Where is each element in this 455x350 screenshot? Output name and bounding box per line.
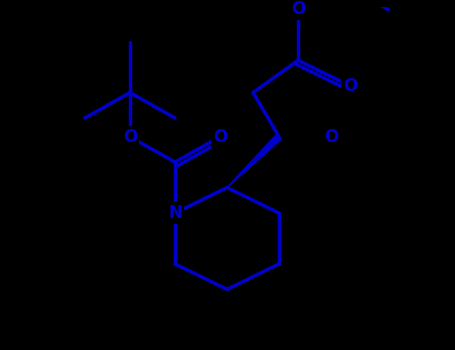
Text: O: O	[291, 0, 305, 19]
Text: N: N	[168, 204, 182, 222]
Text: O: O	[213, 128, 227, 146]
Polygon shape	[227, 134, 282, 188]
Text: O: O	[324, 128, 338, 146]
Text: O: O	[343, 77, 357, 95]
Text: O: O	[123, 128, 137, 146]
